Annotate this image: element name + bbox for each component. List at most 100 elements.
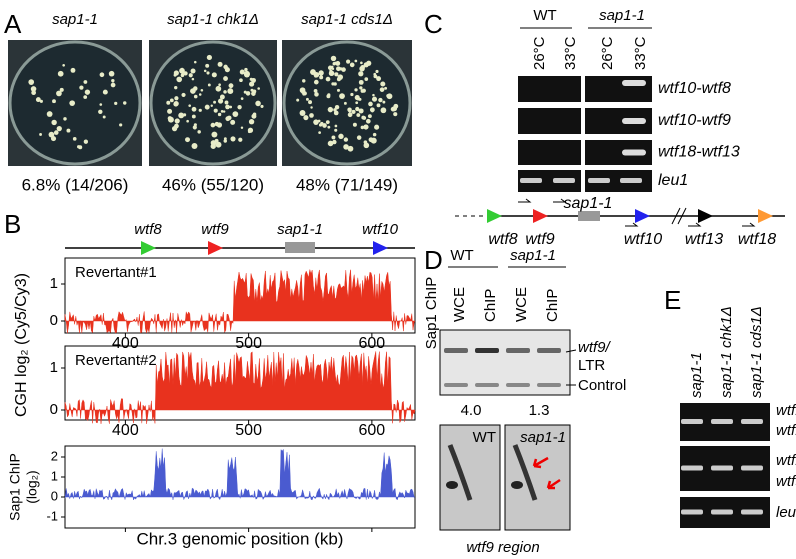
- group-label: WT: [450, 247, 473, 264]
- shape: [64, 445, 416, 529]
- shape: [64, 448, 416, 501]
- shape: [213, 108, 218, 113]
- shape: [620, 178, 642, 183]
- shape: [181, 92, 186, 98]
- shape: [285, 242, 315, 253]
- plate-caption: 46% (55/120): [162, 175, 264, 194]
- shape: [219, 94, 225, 100]
- x-tick-label: 400: [112, 335, 139, 352]
- shape: [252, 112, 257, 117]
- shape: [444, 348, 468, 353]
- shape: [506, 383, 530, 387]
- shape: [343, 137, 349, 142]
- shape: [358, 79, 364, 85]
- shape: [206, 71, 210, 75]
- track-name: Revertant#2: [75, 352, 157, 369]
- shape: [79, 85, 84, 90]
- shape: [238, 137, 243, 142]
- shape: [386, 93, 393, 100]
- shape: [332, 139, 337, 145]
- shape: [217, 112, 222, 117]
- shape: [341, 67, 346, 72]
- shape: [565, 349, 577, 386]
- shape: [230, 119, 236, 125]
- shape: [622, 149, 646, 156]
- lane-label: 26°C: [599, 36, 616, 70]
- y-tick-label: 0: [50, 312, 58, 329]
- shape: [84, 89, 91, 95]
- shape: [333, 108, 337, 112]
- shape: [741, 465, 763, 471]
- map-gene-label: sap1-1: [564, 195, 613, 212]
- shape: [578, 211, 600, 221]
- shape: [224, 100, 229, 105]
- shape: [123, 101, 127, 105]
- shape: [200, 88, 204, 92]
- shape: [758, 209, 773, 223]
- shape: [218, 83, 221, 87]
- y-tick-label: 0: [51, 488, 58, 503]
- shape: [299, 110, 306, 116]
- row-label: wtf10-wtf8: [658, 80, 731, 97]
- shape: [537, 383, 561, 387]
- y-axis-label: (log₂): [24, 470, 40, 503]
- shape: [211, 72, 217, 78]
- shape: [446, 481, 458, 489]
- shape: [249, 81, 255, 87]
- shape: [711, 419, 733, 424]
- shape: [305, 97, 309, 101]
- shape: [169, 98, 174, 103]
- shape: [216, 122, 223, 128]
- shape: [359, 86, 363, 90]
- shape: [379, 87, 385, 92]
- shape: [210, 143, 216, 149]
- shape: [313, 119, 319, 125]
- shape: [380, 107, 387, 114]
- shape: [393, 103, 399, 109]
- shape: [198, 93, 202, 96]
- shape: [57, 70, 64, 77]
- shape: [447, 444, 473, 501]
- shape: [320, 121, 324, 126]
- shape: [356, 135, 362, 140]
- shape: [183, 71, 188, 76]
- panel-label: A: [4, 9, 22, 39]
- shape: [98, 109, 103, 115]
- shape: [520, 178, 542, 183]
- shape: [249, 77, 253, 81]
- shape: [588, 178, 610, 183]
- shape: [358, 71, 364, 77]
- shape: [211, 131, 218, 138]
- shape: [352, 122, 357, 127]
- shape: [223, 76, 228, 81]
- shape: [198, 108, 202, 112]
- shape: [223, 139, 227, 143]
- shape: [506, 348, 530, 353]
- plate-title: sap1-1: [52, 11, 98, 28]
- shape: [206, 54, 213, 61]
- group-label: sap1-1: [510, 247, 556, 264]
- shape: [176, 76, 183, 83]
- shape: [72, 136, 77, 141]
- shape: [223, 90, 227, 94]
- shape: [51, 119, 57, 126]
- shape: [108, 70, 115, 77]
- shape: [334, 124, 338, 128]
- shape: [330, 55, 337, 62]
- shape: [334, 104, 340, 110]
- shape: [358, 108, 364, 114]
- shape: [518, 170, 581, 192]
- shape: [240, 97, 244, 100]
- shape: [354, 88, 358, 92]
- shape: [56, 90, 62, 97]
- shape: [220, 110, 224, 113]
- shape: [335, 61, 341, 66]
- shape: [185, 137, 190, 143]
- shape: [741, 509, 763, 515]
- shape: [361, 88, 366, 93]
- x-axis-label: Chr.3 genomic position (kb): [137, 529, 344, 548]
- x-tick-label: 600: [359, 335, 386, 352]
- shape: [349, 62, 355, 68]
- y-tick-label: -1: [46, 508, 58, 523]
- shape: [711, 465, 733, 471]
